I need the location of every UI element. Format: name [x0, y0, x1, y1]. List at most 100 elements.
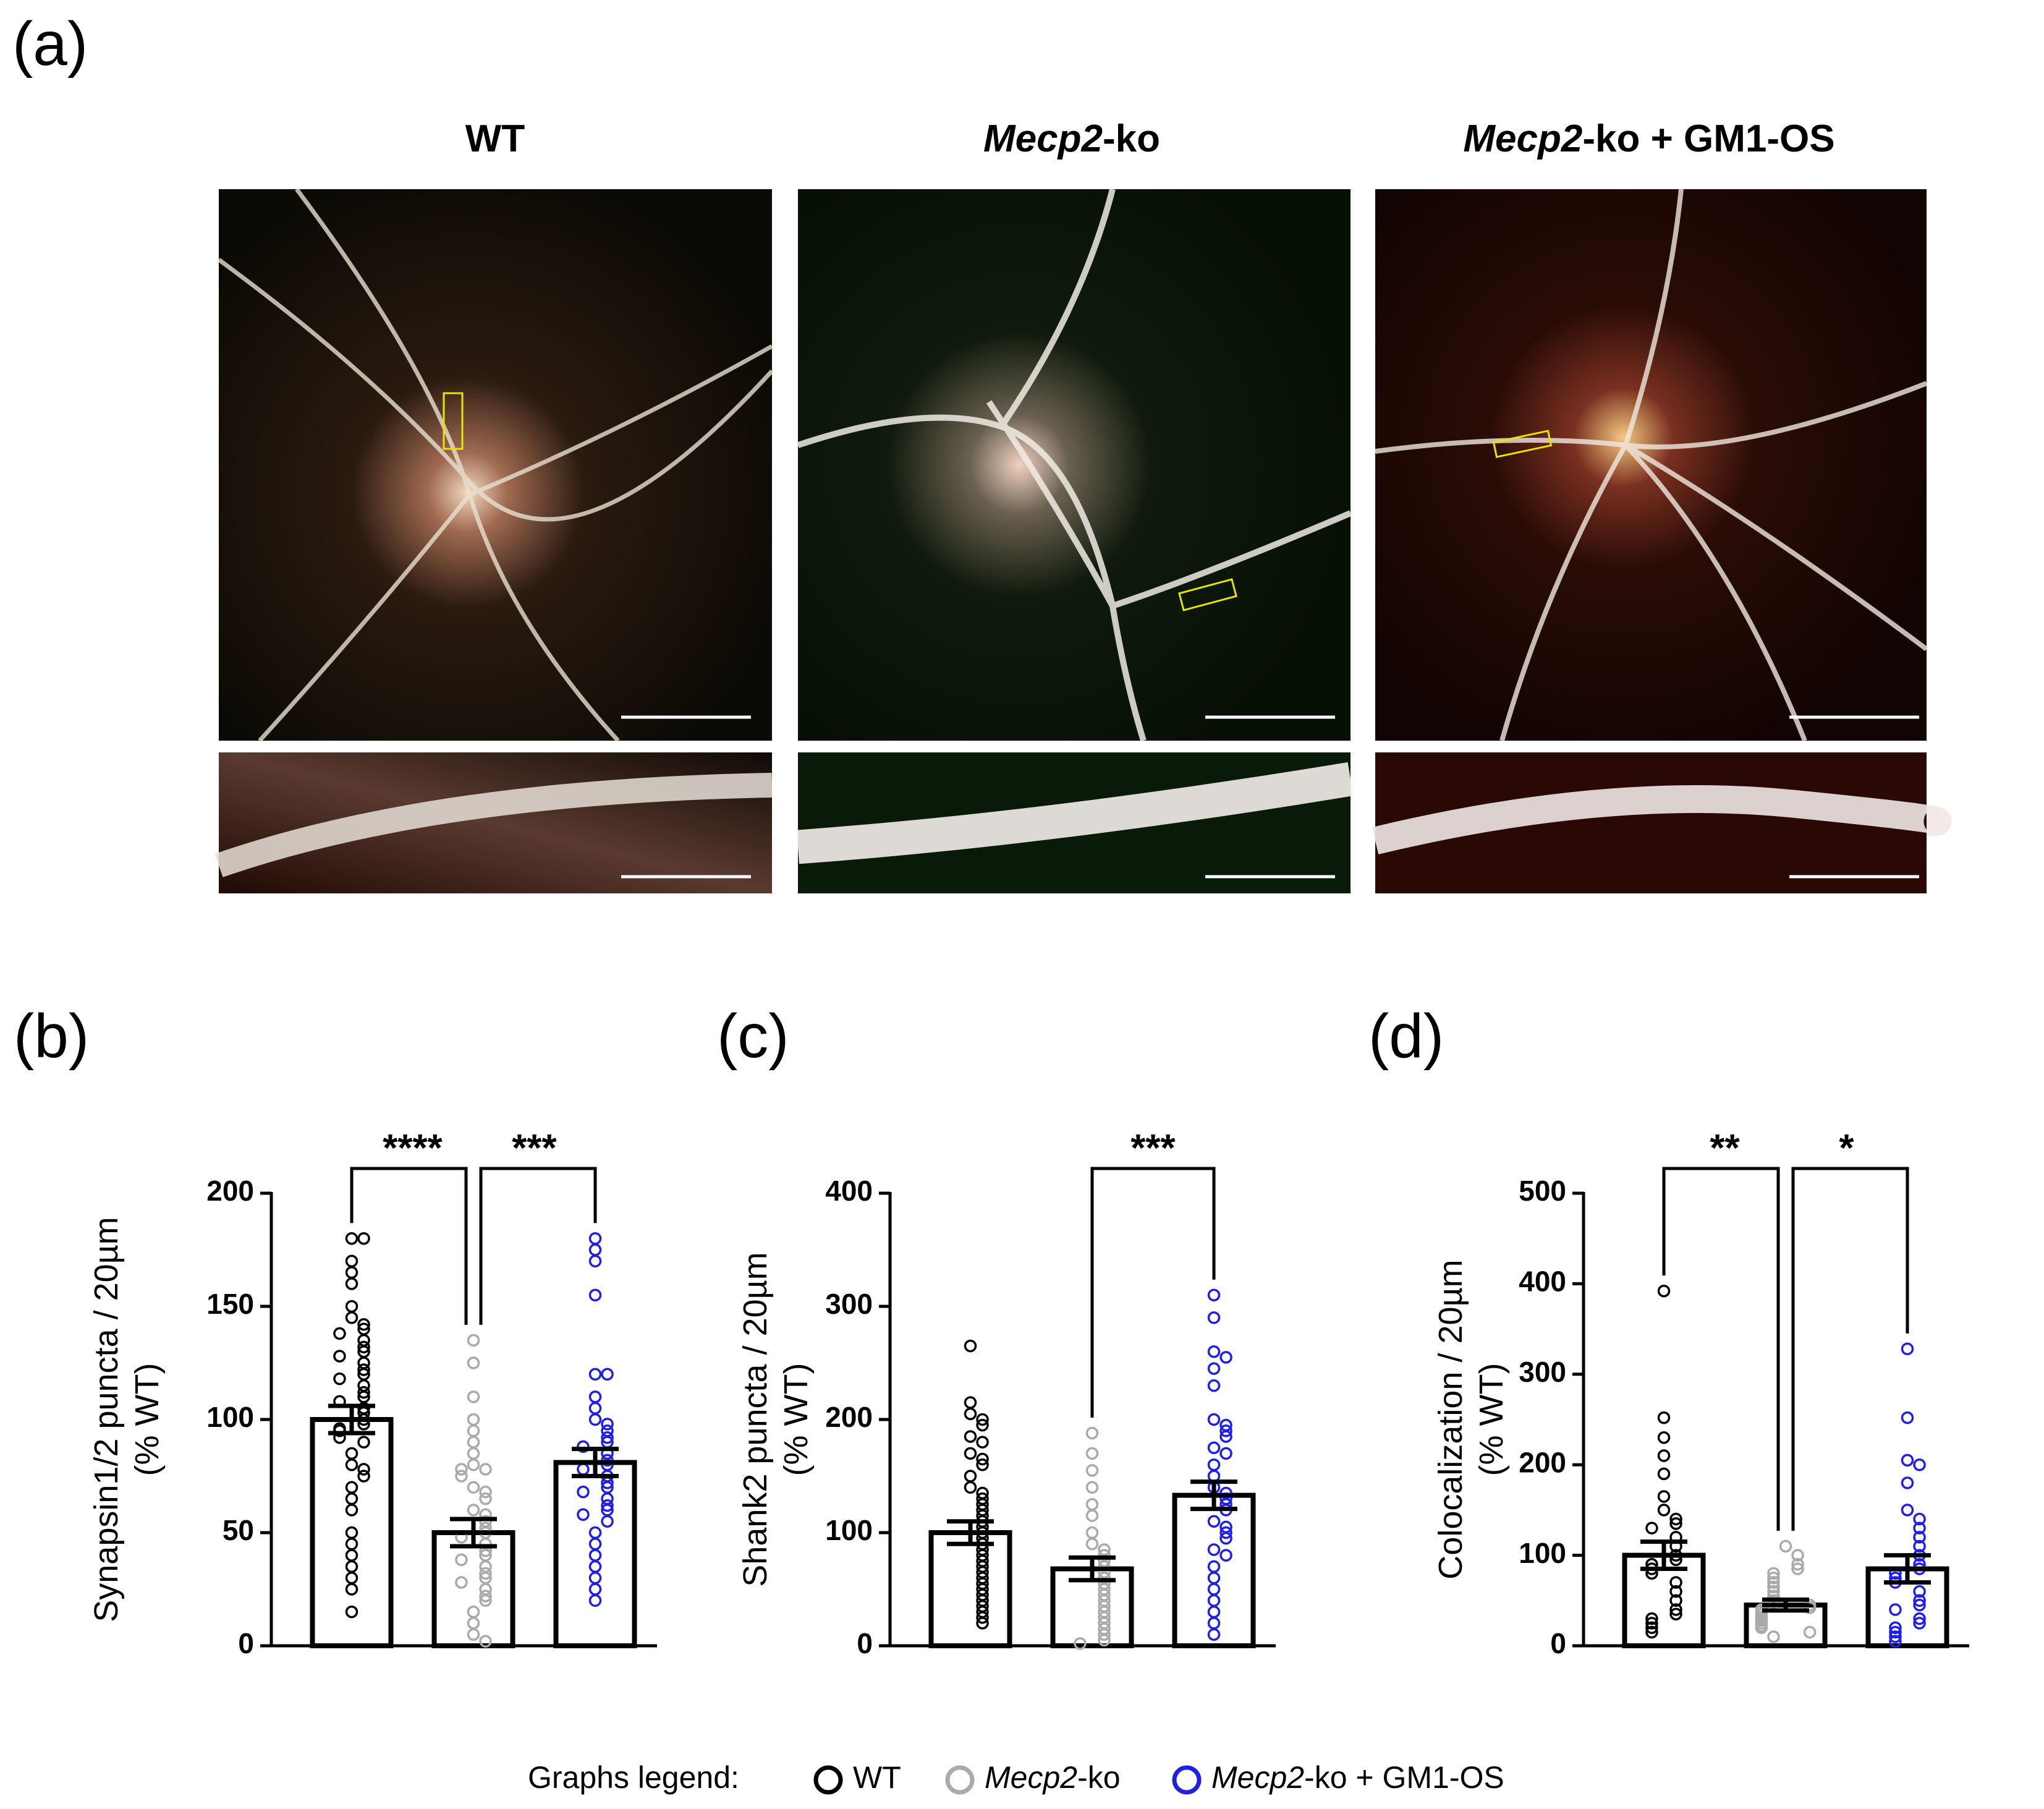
roi-box [1178, 578, 1237, 611]
data-point [588, 1243, 602, 1256]
data-point [479, 1635, 492, 1648]
dendrite [796, 762, 1354, 864]
data-point [333, 1327, 346, 1340]
data-point [345, 1254, 358, 1268]
data-point [964, 1407, 977, 1421]
data-point [1645, 1612, 1658, 1625]
data-point [1901, 1411, 1914, 1424]
data-point [345, 1232, 358, 1245]
data-point [601, 1418, 614, 1431]
y-tick-label: 200 [206, 1175, 254, 1207]
data-point [1901, 1476, 1914, 1489]
data-point [1645, 1522, 1658, 1534]
data-point [1767, 1571, 1780, 1585]
legend-label: Mecp2-ko + GM1-OS [1211, 1760, 1504, 1795]
micrographs [214, 187, 1952, 893]
data-point [1889, 1621, 1902, 1634]
data-point [357, 1318, 370, 1331]
data-point [357, 1470, 370, 1483]
data-point [345, 1266, 358, 1279]
data-point [1803, 1625, 1817, 1639]
significance-bracket [350, 1167, 468, 1325]
data-point [1669, 1607, 1682, 1621]
data-point [1657, 1449, 1671, 1462]
data-point [345, 1504, 358, 1517]
data-point [1669, 1576, 1682, 1589]
data-point [1098, 1628, 1111, 1641]
panel-label: (c) [717, 1002, 789, 1071]
data-point [357, 1385, 370, 1399]
data-point [1657, 1284, 1671, 1298]
y-axis-label: Colocalization / 20µm [1432, 1259, 1469, 1579]
data-point [1219, 1424, 1232, 1437]
y-tick-label: 100 [825, 1514, 873, 1546]
data-point [345, 1311, 358, 1324]
column-title-part: -ko [1103, 117, 1160, 160]
data-point [1889, 1635, 1902, 1648]
data-point [1657, 1490, 1671, 1503]
data-point [1207, 1345, 1221, 1358]
y-tick-label: 200 [1519, 1446, 1566, 1478]
data-point [1913, 1539, 1926, 1553]
data-point [976, 1611, 989, 1624]
column-title: WT [465, 117, 525, 160]
data-point [1645, 1625, 1658, 1639]
data-point [1913, 1522, 1926, 1534]
image-gm1 [1375, 189, 1927, 741]
data-point [479, 1485, 492, 1499]
dendrite [1372, 785, 1952, 854]
y-axis-label: Synapsin1/2 puncta / 20µm [88, 1217, 125, 1622]
data-point [1219, 1351, 1232, 1364]
data-point [333, 1350, 346, 1363]
data-point [1085, 1426, 1099, 1440]
data-point [1669, 1603, 1682, 1616]
y-tick-label: 500 [1519, 1175, 1566, 1207]
data-point [1207, 1441, 1221, 1454]
legend-title: Graphs legend: [528, 1760, 739, 1795]
data-point [467, 1504, 480, 1517]
legend-label: Mecp2-ko [985, 1760, 1121, 1795]
y-axis-label: (% WT) [129, 1363, 166, 1476]
data-point [1901, 1504, 1914, 1517]
data-point [1767, 1596, 1780, 1609]
data-point [479, 1567, 492, 1580]
significance-bracket [1090, 1167, 1216, 1418]
panel-label: (d) [1368, 1002, 1444, 1071]
data-point [1889, 1630, 1902, 1643]
legend-label-part: Mecp2 [1211, 1760, 1304, 1795]
data-point [1767, 1580, 1780, 1594]
column-title-part: -ko + GM1-OS [1582, 117, 1834, 160]
data-point [588, 1402, 602, 1415]
y-tick-label: 200 [825, 1401, 873, 1433]
data-point [479, 1590, 492, 1603]
bar [553, 1460, 637, 1649]
y-tick-label: 400 [825, 1175, 873, 1207]
data-point [1913, 1512, 1926, 1526]
data-point [1207, 1543, 1221, 1556]
data-point [357, 1463, 370, 1476]
data-point [1913, 1612, 1926, 1625]
column-title: Mecp2-ko [983, 117, 1160, 160]
legend-marker [813, 1765, 843, 1795]
data-point [1913, 1585, 1926, 1598]
data-point [455, 1470, 468, 1483]
data-point [577, 1508, 590, 1521]
data-point [1085, 1538, 1099, 1551]
data-point [345, 1300, 358, 1313]
data-point [479, 1594, 492, 1607]
data-point [1074, 1637, 1087, 1650]
data-point [1207, 1362, 1221, 1375]
data-point [1219, 1447, 1232, 1460]
data-point [588, 1254, 602, 1268]
y-axis-label: (% WT) [1473, 1363, 1510, 1476]
data-point [1219, 1430, 1232, 1443]
data-point [588, 1594, 602, 1607]
data-point [479, 1492, 492, 1505]
data-point [601, 1431, 614, 1444]
data-point [1085, 1481, 1099, 1494]
y-tick-label: 0 [238, 1627, 254, 1659]
data-point [467, 1413, 480, 1426]
data-point [1901, 1454, 1914, 1467]
data-point [976, 1418, 989, 1432]
